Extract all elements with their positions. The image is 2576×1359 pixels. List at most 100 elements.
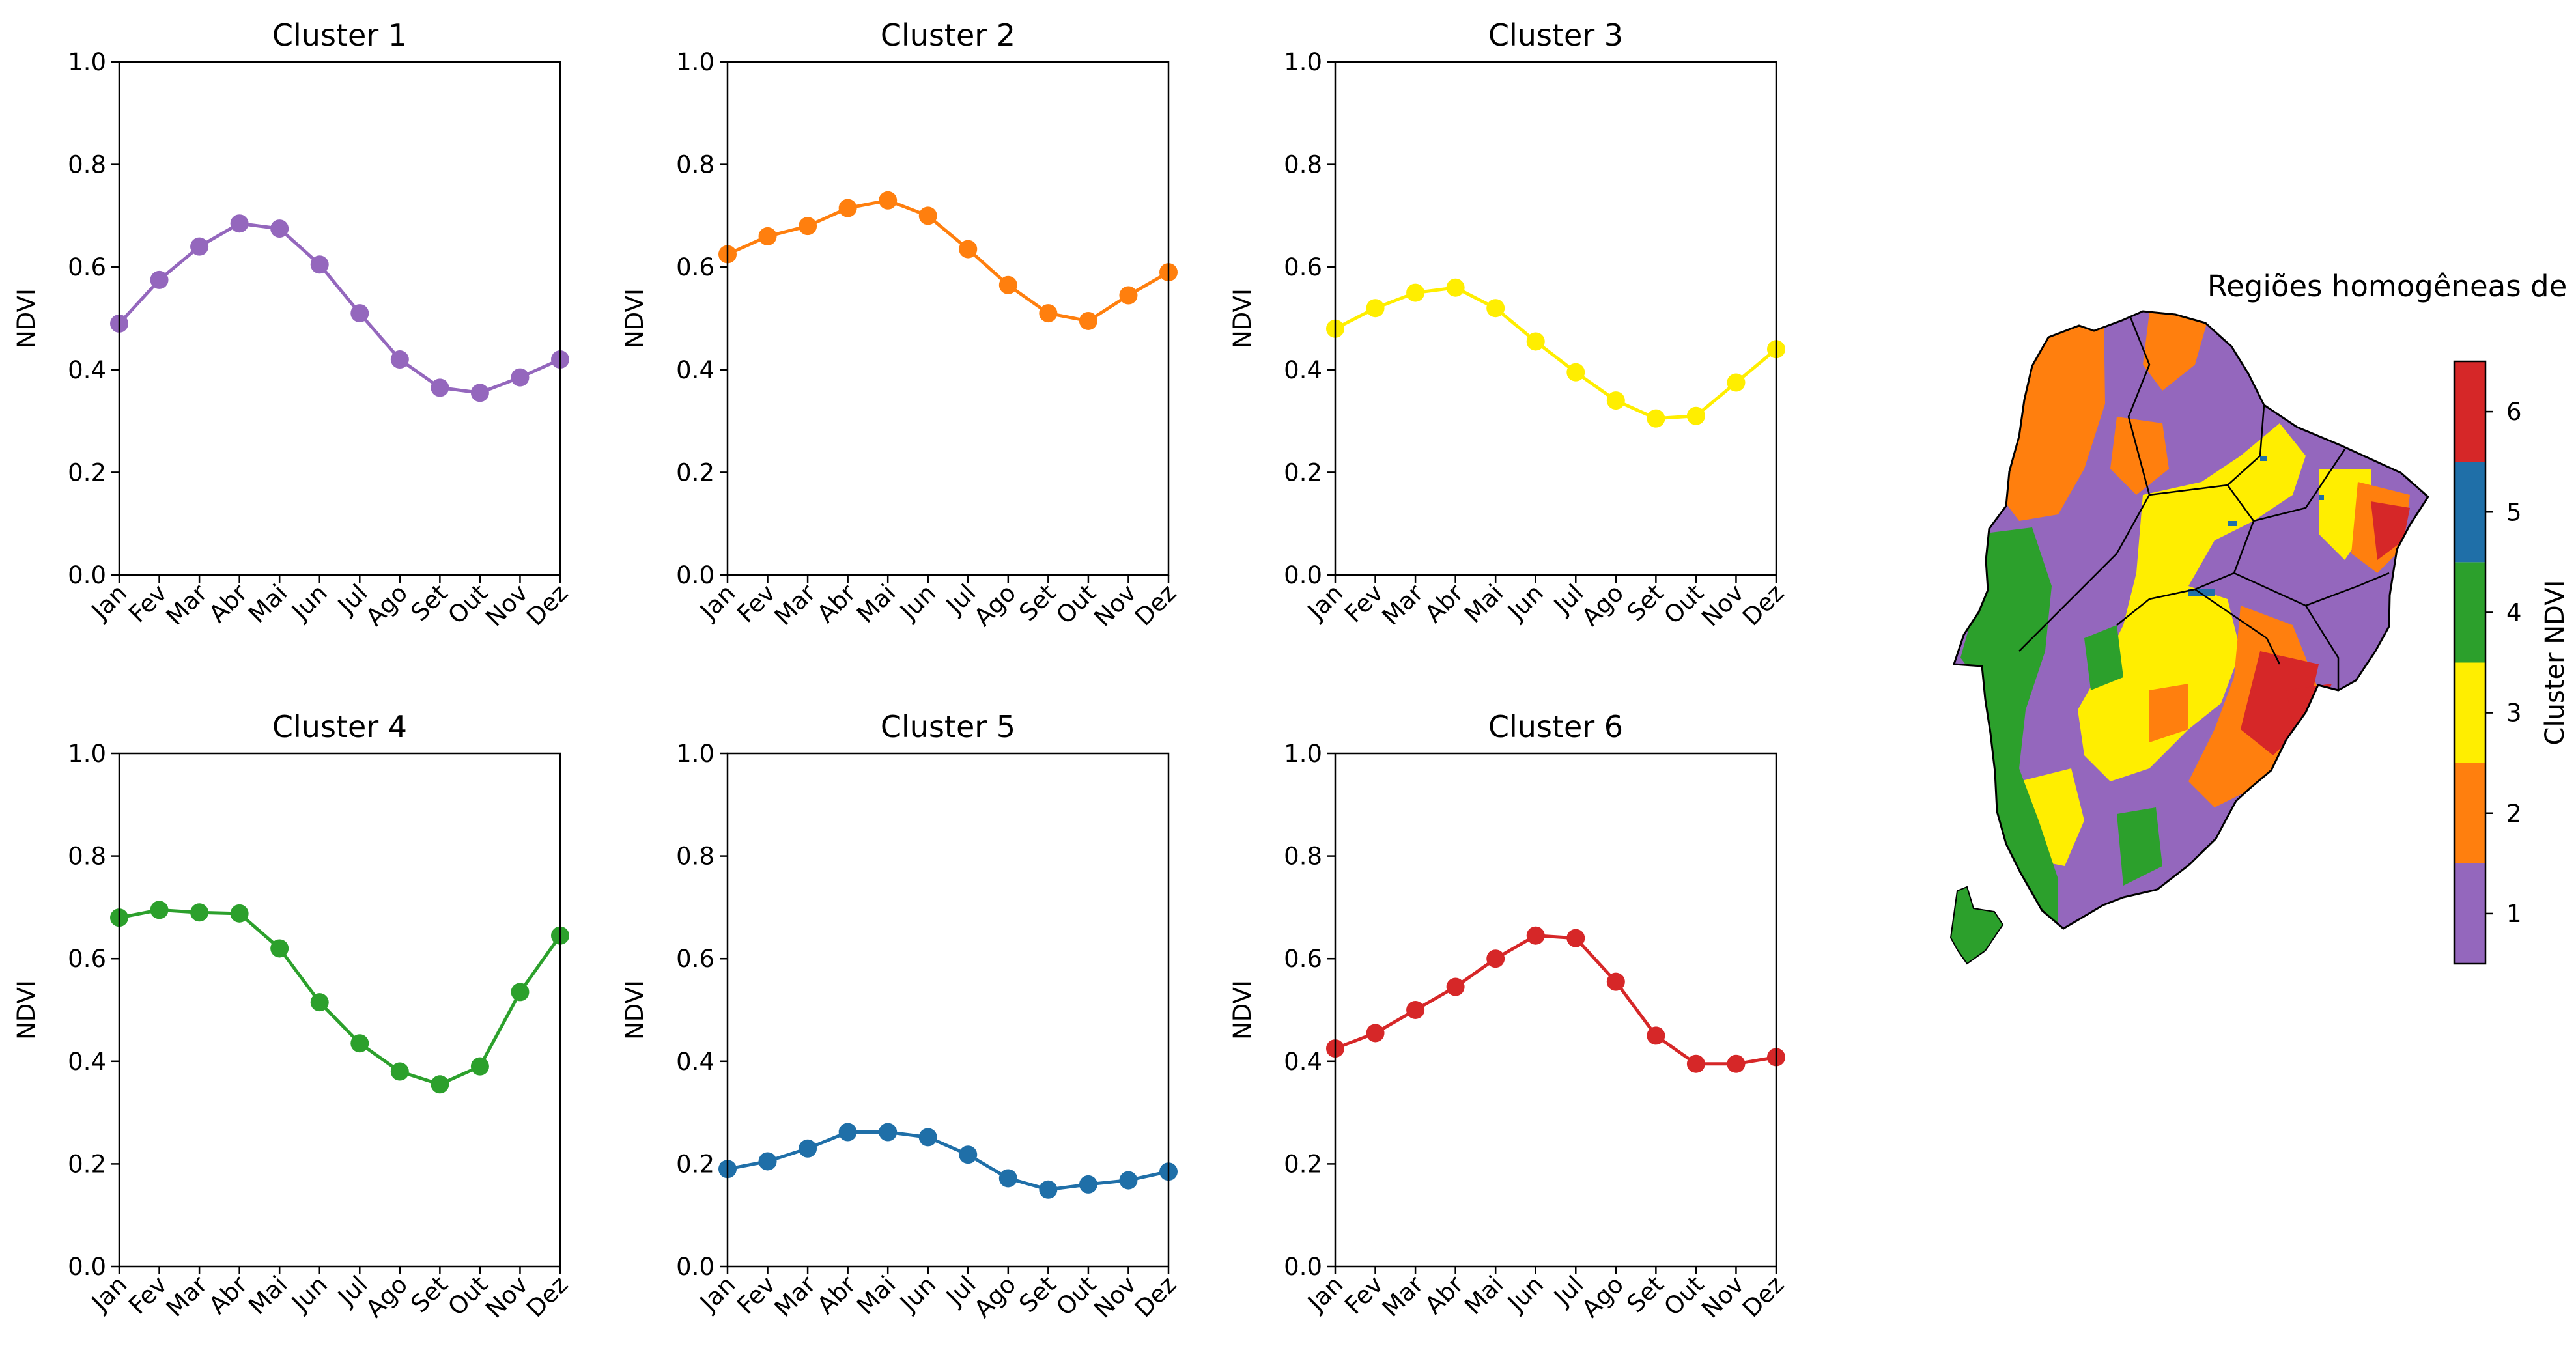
colorbar-segment	[2454, 763, 2485, 863]
y-tick-label: 0.0	[68, 1253, 106, 1281]
x-tick-label: Abr	[812, 578, 861, 628]
x-tick-label: Dez	[1129, 1270, 1182, 1323]
data-point	[470, 1057, 489, 1076]
x-tick-label: Mar	[161, 1270, 213, 1322]
y-tick-label: 0.4	[68, 356, 106, 384]
data-point	[959, 240, 978, 259]
x-tick-label: Fev	[731, 579, 781, 628]
data-point	[310, 993, 329, 1012]
data-point	[150, 901, 169, 919]
panel-title: Cluster 2	[881, 18, 1015, 53]
y-tick-label: 0.6	[1284, 945, 1322, 973]
panel-title: Cluster 5	[881, 709, 1015, 744]
x-tick-label: Mai	[243, 579, 292, 628]
y-tick-label: 1.0	[68, 48, 106, 76]
y-tick-label: 0.2	[1284, 1150, 1322, 1178]
y-tick-label: 0.8	[68, 151, 106, 179]
colorbar-segment	[2454, 562, 2485, 663]
y-tick-label: 0.2	[676, 1150, 715, 1178]
x-tick-label: Abr	[1419, 578, 1469, 628]
x-tick-label: Mar	[769, 1270, 821, 1322]
data-point	[1486, 949, 1505, 968]
series-line	[727, 1130, 1169, 1192]
x-tick-label: Fev	[123, 1270, 173, 1320]
x-tick-label: Dez	[521, 1270, 573, 1323]
x-tick-label: Mai	[243, 1270, 292, 1320]
cluster-4-panel: Cluster 4 NDVI 0.00.20.40.60.81.0JanFevM…	[12, 709, 573, 1323]
data-point	[918, 1128, 937, 1147]
colorbar: 1 2 3 4 5 6 Cluster NDVI	[2453, 360, 2570, 965]
data-point	[431, 1075, 449, 1094]
y-tick-label: 0.4	[676, 1048, 715, 1076]
data-point	[1119, 286, 1138, 305]
data-point	[1686, 1054, 1705, 1073]
data-point	[190, 903, 209, 922]
y-tick-label: 0.0	[1284, 561, 1322, 589]
colorbar-tick-label: 1	[2506, 900, 2522, 928]
axes-frame	[726, 61, 1170, 576]
colorbar-label: Cluster NDVI	[2540, 580, 2570, 746]
x-tick-label: Out	[442, 579, 493, 630]
data-point	[799, 1139, 817, 1158]
x-tick-label: Jun	[1501, 579, 1549, 626]
x-tick-label: Jun	[1501, 1270, 1549, 1318]
data-point	[470, 384, 489, 402]
data-point	[959, 1145, 978, 1164]
series-line	[1335, 934, 1777, 1066]
y-tick-label: 0.6	[68, 253, 106, 281]
data-point	[1406, 283, 1425, 302]
panel-title: Cluster 6	[1488, 709, 1623, 744]
colorbar-segment	[2454, 863, 2485, 964]
data-point	[1606, 391, 1625, 410]
y-axis-label: NDVI	[1228, 288, 1256, 348]
data-point	[799, 217, 817, 236]
x-tick-label: Fev	[1339, 579, 1389, 628]
x-tick-label: Nov	[480, 1270, 533, 1323]
y-tick-label: 0.2	[68, 1150, 106, 1178]
cluster-6-panel: Cluster 6 NDVI 0.00.20.40.60.81.0JanFevM…	[1228, 709, 1789, 1323]
x-tick-label: Fev	[1339, 1270, 1389, 1320]
ndvi-region-map-panel: Regiões homogêneas de NDVI	[1949, 269, 2576, 965]
x-tick-label: Ago	[969, 1270, 1021, 1323]
x-tick-label: Mar	[1377, 578, 1429, 630]
data-point	[390, 1062, 409, 1081]
x-tick-label: Out	[1658, 1270, 1709, 1321]
data-point	[1566, 363, 1585, 382]
data-point	[838, 199, 857, 217]
axes-frame	[1334, 752, 1777, 1268]
cluster-2-panel: Cluster 2 NDVI 0.00.20.40.60.81.0JanFevM…	[621, 18, 1182, 632]
colorbar-segment	[2454, 662, 2485, 763]
x-tick-label: Nov	[1088, 1270, 1141, 1323]
x-tick-label: Dez	[521, 579, 573, 631]
data-point	[431, 378, 449, 397]
panel-title: Cluster 3	[1488, 18, 1623, 53]
data-point	[270, 939, 289, 958]
y-tick-label: 0.8	[68, 843, 106, 871]
data-point	[1039, 1180, 1058, 1199]
y-tick-label: 1.0	[676, 740, 715, 768]
x-tick-label: Mai	[1459, 579, 1508, 628]
y-tick-label: 0.8	[1284, 151, 1322, 179]
state-borders	[2018, 315, 2390, 690]
y-tick-label: 0.6	[676, 253, 715, 281]
data-point	[511, 983, 530, 1002]
x-tick-label: Ago	[969, 579, 1021, 632]
x-tick-label: Out	[1051, 1270, 1101, 1321]
data-point	[879, 1123, 898, 1142]
coastal-island	[1949, 886, 2004, 965]
y-tick-label: 0.6	[1284, 253, 1322, 281]
data-point	[1727, 373, 1746, 392]
data-point	[1446, 977, 1465, 996]
colorbar-tick-label: 4	[2506, 598, 2522, 626]
data-point	[998, 275, 1017, 294]
x-tick-label: Out	[442, 1270, 493, 1321]
data-point	[1686, 406, 1705, 425]
data-point	[1486, 299, 1505, 318]
y-tick-label: 0.2	[676, 458, 715, 486]
data-point	[390, 350, 409, 369]
axes-frame	[118, 752, 561, 1268]
data-point	[1446, 278, 1465, 297]
y-tick-label: 0.6	[676, 945, 715, 973]
x-tick-label: Ago	[360, 1270, 413, 1323]
y-tick-label: 1.0	[1284, 48, 1322, 76]
